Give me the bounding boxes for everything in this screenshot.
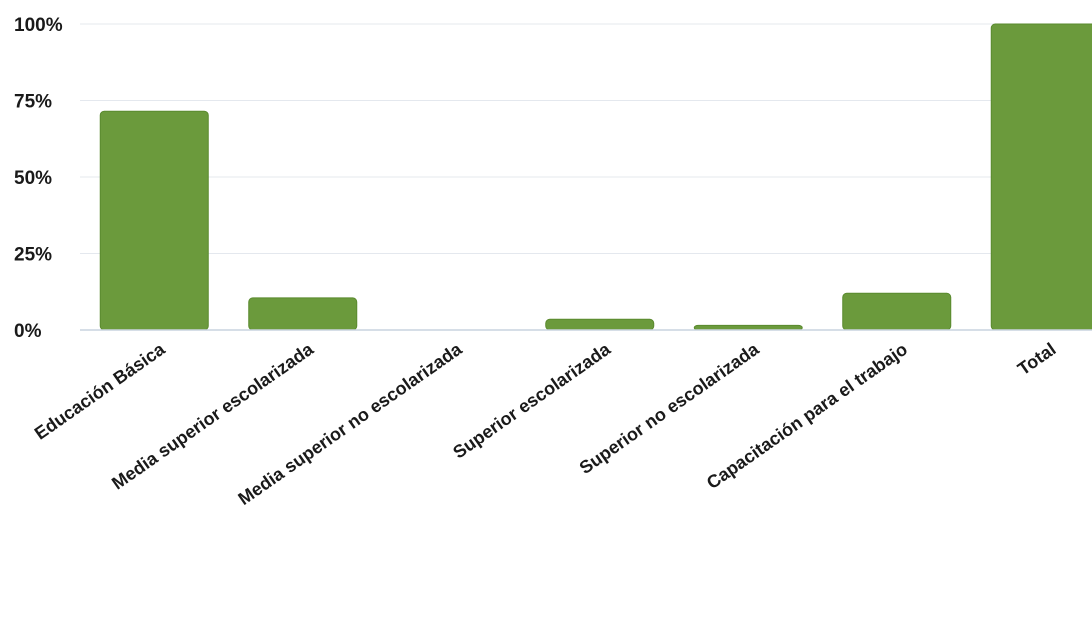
bar [99, 110, 209, 331]
bar [545, 318, 655, 331]
bar [990, 23, 1092, 331]
x-tick-label: Superior escolarizada [449, 338, 615, 462]
y-tick-label: 25% [14, 245, 52, 266]
y-tick-label: 100% [14, 15, 63, 36]
y-tick-label: 75% [14, 92, 52, 113]
bars [99, 23, 1092, 331]
y-axis-tick-labels: 0% 25% 50% 75% 100% [14, 15, 63, 342]
y-tick-label: 50% [14, 168, 52, 189]
y-tick-label: 0% [14, 321, 42, 342]
bar [842, 292, 952, 331]
x-tick-label: Total [1014, 339, 1060, 379]
x-tick-label: Educación Básica [31, 338, 169, 443]
bar [248, 297, 358, 331]
gridlines [80, 23, 1092, 254]
